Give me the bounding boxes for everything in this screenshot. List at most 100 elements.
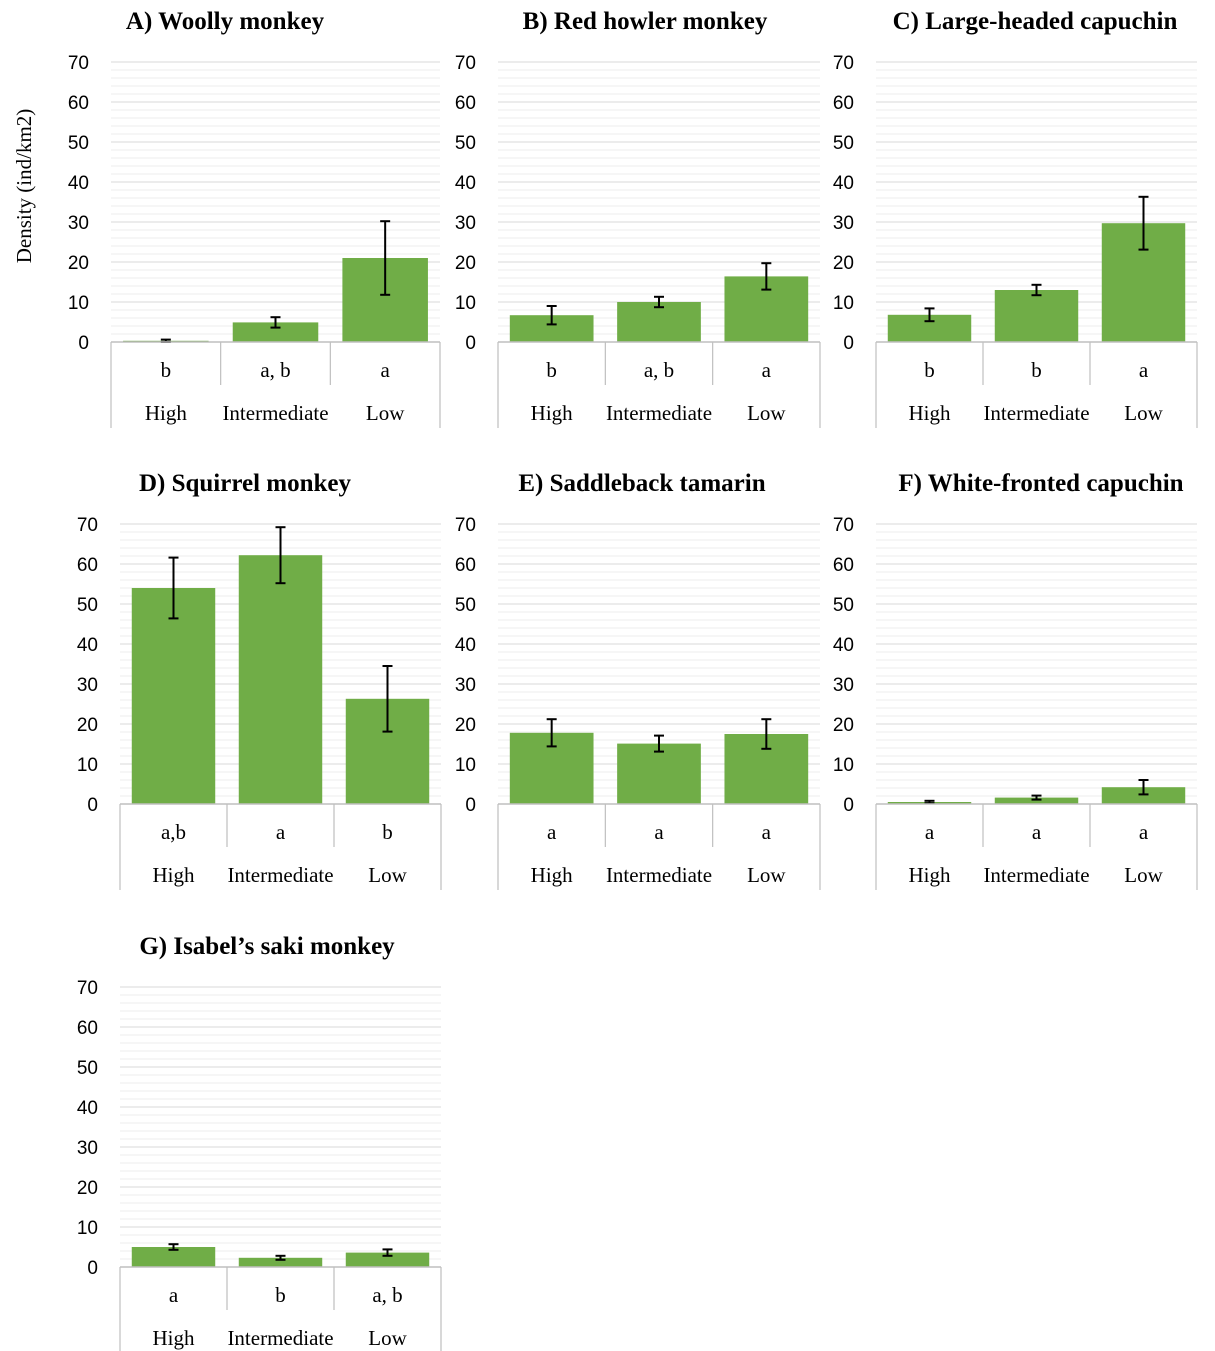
x-category-label: Low — [1124, 401, 1163, 425]
y-tick-label: 70 — [68, 53, 89, 74]
significance-letter: a, b — [260, 358, 290, 382]
y-tick-label: 70 — [455, 53, 476, 74]
chart-panel: G) Isabel’s saki monkey 0 10 20 30 40 50 60 70 aH… — [77, 933, 442, 1351]
x-category-label: High — [909, 401, 952, 425]
significance-letter: b — [546, 358, 557, 382]
significance-letter: b — [275, 1283, 286, 1307]
y-tick-label: 0 — [78, 333, 89, 354]
bar — [994, 290, 1079, 342]
y-tick-label: 50 — [77, 1058, 98, 1079]
bar — [131, 588, 216, 804]
significance-letter: a — [762, 358, 772, 382]
significance-letter: a — [381, 358, 391, 382]
x-category-label: High — [153, 863, 196, 887]
y-tick-label: 60 — [455, 555, 476, 576]
y-tick-label: 50 — [68, 133, 89, 154]
y-tick-label: 40 — [833, 635, 854, 656]
error-bar — [546, 718, 557, 748]
y-tick-label: 40 — [833, 173, 854, 194]
y-tick-label: 0 — [465, 795, 476, 816]
y-tick-label: 30 — [833, 213, 854, 234]
x-category-label: High — [531, 863, 574, 887]
bar — [131, 1247, 216, 1267]
y-tick-label: 50 — [455, 595, 476, 616]
significance-letter: a — [169, 1283, 179, 1307]
significance-letter: a — [1139, 820, 1149, 844]
bar — [238, 555, 323, 804]
y-tick-label: 60 — [68, 93, 89, 114]
y-tick-label: 50 — [77, 595, 98, 616]
y-tick-label: 60 — [455, 93, 476, 114]
error-bar — [275, 526, 286, 585]
error-bar — [270, 316, 281, 329]
significance-letter: b — [161, 358, 172, 382]
error-bar — [382, 665, 393, 733]
chart-panel: B) Red howler monkey 0 10 20 30 40 50 60 70 b High… — [455, 8, 821, 428]
y-tick-label: 20 — [68, 253, 89, 274]
y-tick-label: 60 — [833, 555, 854, 576]
x-category-label: High — [531, 401, 574, 425]
error-bar — [1031, 283, 1042, 297]
x-category-label: Intermediate — [983, 401, 1089, 425]
x-category-label: Low — [368, 1326, 407, 1350]
y-tick-label: 20 — [77, 715, 98, 736]
y-tick-label: 40 — [77, 635, 98, 656]
y-tick-label: 10 — [68, 293, 89, 314]
significance-letter: a — [925, 820, 935, 844]
x-category-label: Intermediate — [983, 863, 1089, 887]
chart-title: F) White-fronted capuchin — [898, 470, 1183, 497]
y-tick-label: 30 — [77, 1138, 98, 1159]
x-category-label: High — [153, 1326, 196, 1350]
y-tick-label: 20 — [77, 1178, 98, 1199]
bar — [238, 1257, 323, 1267]
bar — [617, 743, 701, 804]
y-tick-label: 50 — [833, 595, 854, 616]
y-tick-label: 20 — [833, 253, 854, 274]
error-bar — [168, 1243, 179, 1251]
error-bar — [380, 220, 391, 296]
error-bar — [924, 799, 935, 805]
chart-panel: D) Squirrel monkey 0 10 20 30 40 50 60 70 a,b High… — [77, 470, 442, 890]
y-tick-label: 70 — [455, 515, 476, 536]
x-category-label: Low — [1124, 863, 1163, 887]
significance-letter: a — [547, 820, 557, 844]
y-tick-label: 0 — [843, 795, 854, 816]
y-tick-label: 30 — [77, 675, 98, 696]
y-tick-label: 10 — [455, 293, 476, 314]
error-bar — [1138, 779, 1149, 796]
y-tick-label: 70 — [77, 515, 98, 536]
chart-title: B) Red howler monkey — [523, 8, 768, 35]
x-category-label: Intermediate — [227, 863, 333, 887]
error-bar — [168, 556, 179, 620]
error-bar — [924, 307, 935, 323]
y-tick-label: 40 — [455, 635, 476, 656]
chart-title: E) Saddleback tamarin — [518, 470, 765, 497]
significance-letter: a — [1139, 358, 1149, 382]
y-tick-label: 10 — [833, 755, 854, 776]
y-tick-label: 40 — [68, 173, 89, 194]
error-bar — [761, 718, 772, 750]
error-bar — [654, 734, 664, 753]
significance-letter: a — [762, 820, 772, 844]
y-tick-label: 10 — [77, 755, 98, 776]
y-tick-label: 30 — [455, 213, 476, 234]
bar — [232, 322, 319, 342]
chart-panel: C) Large-headed capuchin 0 10 20 30 40 50 60 70 b… — [833, 8, 1198, 428]
significance-letter: a — [1032, 820, 1042, 844]
x-category-label: High — [145, 401, 188, 425]
significance-letter: b — [1031, 358, 1042, 382]
significance-letter: a, b — [644, 358, 674, 382]
bar — [617, 302, 701, 342]
y-tick-label: 70 — [833, 515, 854, 536]
error-bar — [382, 1248, 393, 1257]
y-tick-label: 30 — [68, 213, 89, 234]
bar — [994, 797, 1079, 804]
chart-title: C) Large-headed capuchin — [893, 8, 1178, 35]
y-tick-label: 10 — [455, 755, 476, 776]
y-tick-label: 50 — [833, 133, 854, 154]
chart-panel: F) White-fronted capuchin 0 10 20 30 40 50 60 70… — [833, 470, 1198, 890]
y-tick-label: 0 — [465, 333, 476, 354]
y-tick-label: 40 — [455, 173, 476, 194]
y-tick-label: 70 — [77, 978, 98, 999]
